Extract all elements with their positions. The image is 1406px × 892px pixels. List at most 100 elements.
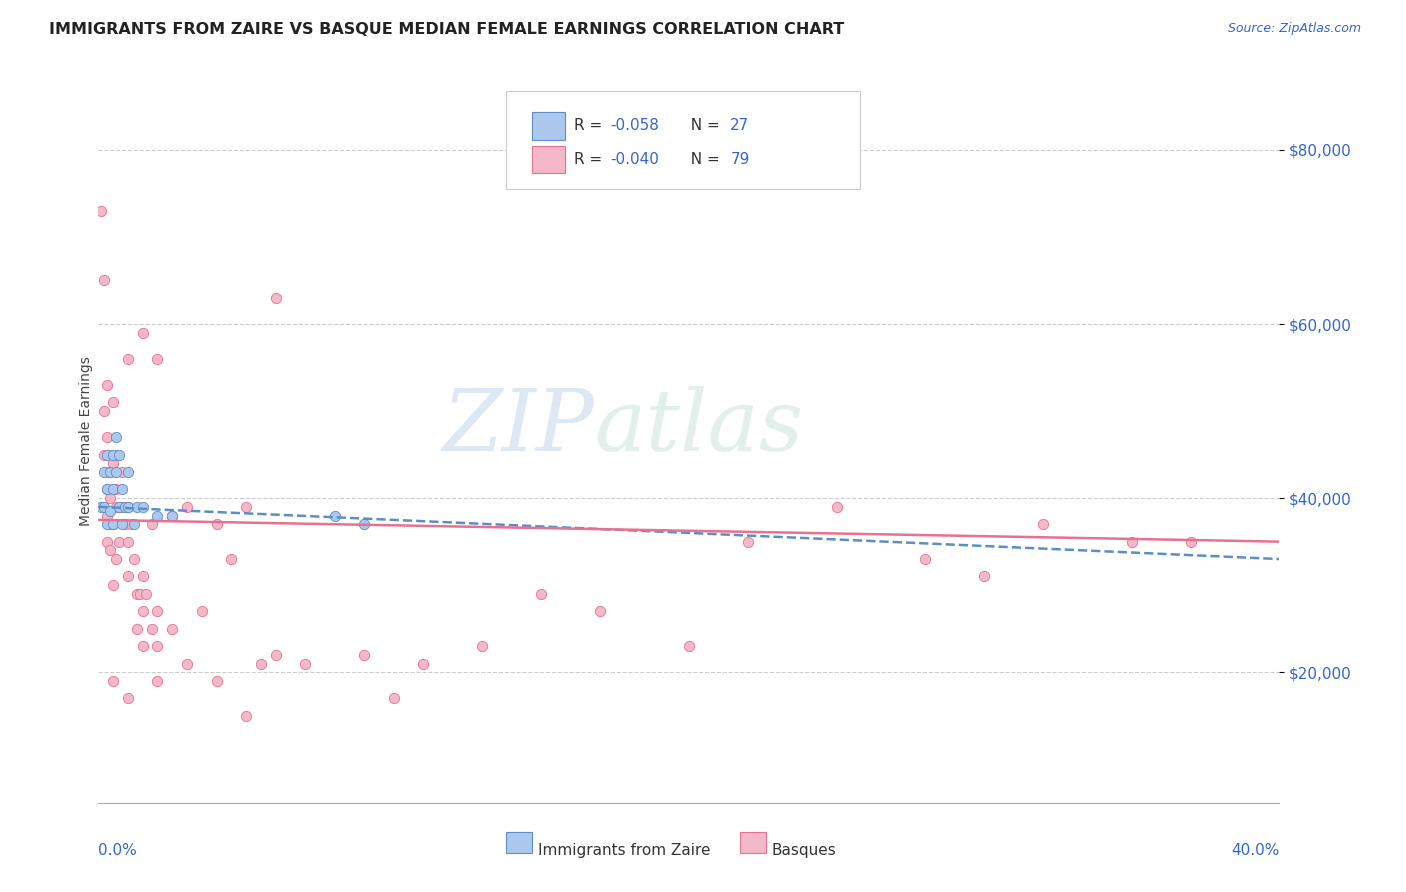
Point [98, 465, 121, 479]
Point [132, 500, 155, 514]
Point [93, 404, 115, 418]
Point [90, 500, 112, 514]
Point [176, 500, 198, 514]
Text: 0.0%: 0.0% [98, 843, 138, 857]
Point [128, 587, 150, 601]
Point [105, 448, 128, 462]
Point [678, 639, 700, 653]
Point [90, 203, 112, 218]
Point [105, 483, 128, 497]
Point [117, 465, 139, 479]
Point [103, 483, 125, 497]
Point [530, 587, 553, 601]
Point [117, 534, 139, 549]
Point [103, 517, 125, 532]
Point [132, 639, 155, 653]
Point [111, 517, 134, 532]
Point [98, 543, 121, 558]
Text: atlas: atlas [595, 385, 804, 468]
Point [1121, 534, 1143, 549]
Point [176, 657, 198, 671]
Point [162, 622, 183, 636]
Point [1180, 534, 1202, 549]
Point [264, 648, 287, 662]
Point [125, 500, 148, 514]
Point [250, 657, 273, 671]
Point [914, 552, 936, 566]
Point [117, 569, 139, 583]
Point [93, 500, 115, 514]
Point [235, 708, 257, 723]
Point [96, 534, 118, 549]
Point [105, 465, 128, 479]
Text: IMMIGRANTS FROM ZAIRE VS BASQUE MEDIAN FEMALE EARNINGS CORRELATION CHART: IMMIGRANTS FROM ZAIRE VS BASQUE MEDIAN F… [49, 22, 845, 37]
Point [105, 552, 128, 566]
Point [103, 448, 125, 462]
Point [98, 465, 121, 479]
Point [1032, 517, 1054, 532]
Point [125, 622, 148, 636]
Point [235, 500, 257, 514]
Point [162, 508, 183, 523]
Text: N =: N = [681, 153, 724, 168]
Text: 79: 79 [730, 153, 749, 168]
FancyBboxPatch shape [531, 112, 565, 139]
Point [205, 517, 228, 532]
Point [111, 500, 134, 514]
Point [825, 500, 848, 514]
Point [382, 691, 405, 706]
Point [93, 448, 115, 462]
Point [323, 508, 346, 523]
Point [96, 465, 118, 479]
Point [141, 622, 163, 636]
Point [103, 395, 125, 409]
Point [162, 508, 183, 523]
Point [146, 351, 169, 366]
Point [105, 430, 128, 444]
Point [103, 578, 125, 592]
Point [108, 448, 131, 462]
Point [96, 448, 118, 462]
Point [412, 657, 434, 671]
Point [96, 378, 118, 392]
Point [111, 465, 134, 479]
FancyBboxPatch shape [740, 831, 766, 854]
Y-axis label: Median Female Earnings: Median Female Earnings [79, 357, 93, 526]
Point [117, 691, 139, 706]
Point [132, 604, 155, 618]
Text: Source: ZipAtlas.com: Source: ZipAtlas.com [1227, 22, 1361, 36]
Text: Basques: Basques [772, 843, 837, 857]
Text: 40.0%: 40.0% [1232, 843, 1279, 857]
Point [96, 430, 118, 444]
Point [103, 673, 125, 688]
Point [737, 534, 759, 549]
Point [294, 657, 316, 671]
Point [96, 483, 118, 497]
Point [146, 639, 169, 653]
Point [96, 483, 118, 497]
FancyBboxPatch shape [506, 831, 531, 854]
Point [103, 517, 125, 532]
Point [98, 491, 121, 505]
Point [105, 500, 128, 514]
Point [117, 500, 139, 514]
Point [96, 508, 118, 523]
Point [471, 639, 494, 653]
Text: R =: R = [575, 119, 607, 133]
FancyBboxPatch shape [506, 91, 860, 189]
Point [141, 517, 163, 532]
Point [114, 500, 136, 514]
Point [108, 500, 131, 514]
Text: Immigrants from Zaire: Immigrants from Zaire [537, 843, 710, 857]
Point [114, 517, 136, 532]
Point [205, 673, 228, 688]
Point [353, 648, 375, 662]
Text: -0.040: -0.040 [610, 153, 658, 168]
Point [98, 448, 121, 462]
Point [111, 483, 134, 497]
Text: R =: R = [575, 153, 607, 168]
Text: -0.058: -0.058 [610, 119, 658, 133]
Point [117, 351, 139, 366]
Point [122, 517, 145, 532]
Point [108, 500, 131, 514]
